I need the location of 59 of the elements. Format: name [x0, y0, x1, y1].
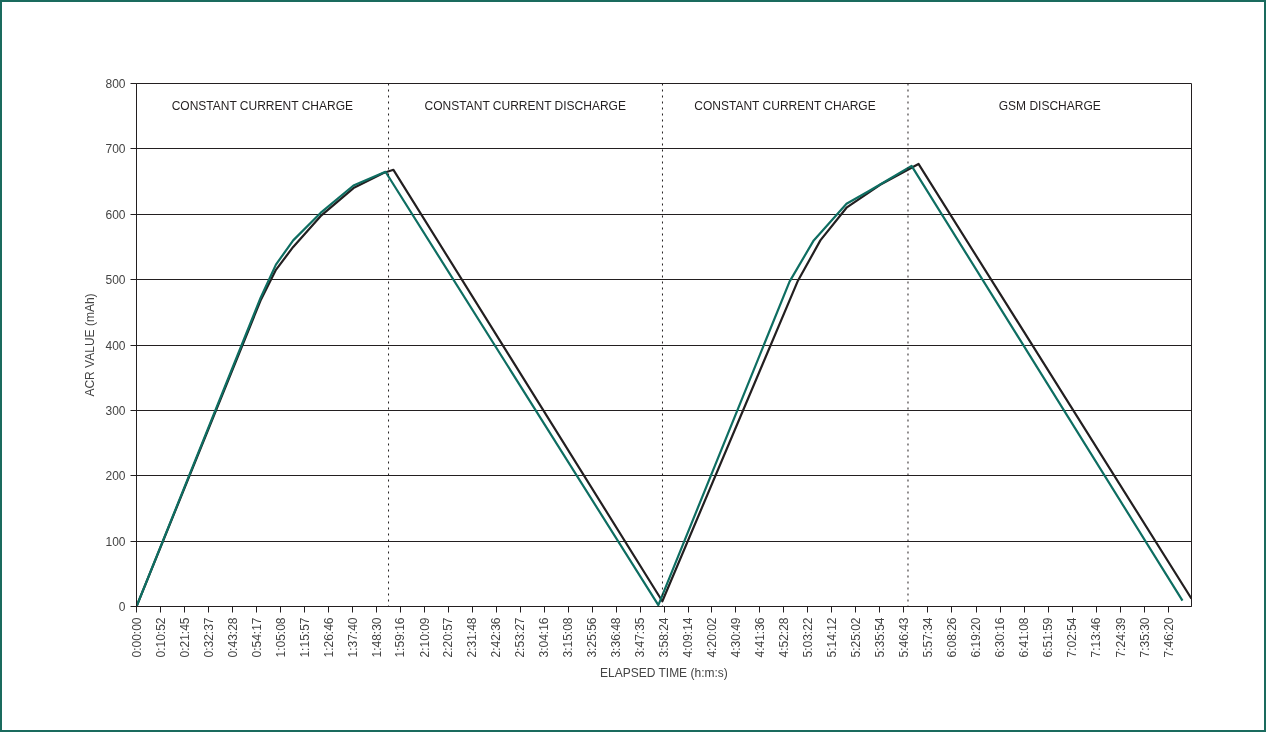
x-tick-label: 0:43:28: [225, 617, 240, 658]
x-tick-label: 0:21:45: [177, 617, 192, 658]
x-tick-label: 4:52:28: [776, 617, 791, 658]
x-tick-label: 0:54:17: [249, 617, 264, 658]
y-tick-label: 500: [105, 273, 126, 288]
x-tick-label: 1:48:30: [369, 617, 384, 658]
x-tick-label: 0:00:00: [129, 617, 144, 658]
x-tick-label: 6:19:20: [969, 617, 984, 658]
x-tick-label: 3:04:16: [537, 617, 552, 658]
x-tick-label: 3:47:35: [633, 617, 648, 658]
x-tick-label: 7:13:46: [1089, 617, 1104, 658]
x-tick-label: 5:57:34: [920, 617, 935, 658]
x-tick-label: 1:59:16: [393, 617, 408, 658]
x-tick-label: 7:46:20: [1161, 617, 1176, 658]
x-tick-label: 5:46:43: [896, 617, 911, 658]
x-tick-label: 0:32:37: [201, 617, 216, 658]
x-tick-label: 6:51:59: [1041, 617, 1056, 658]
annotation: CONSTANT CURRENT CHARGE: [171, 98, 353, 113]
annotation: CONSTANT CURRENT DISCHARGE: [424, 98, 626, 113]
x-tick-label: 5:03:22: [800, 617, 815, 658]
x-tick-label: 4:20:02: [704, 617, 719, 658]
x-tick-label: 3:36:48: [609, 617, 624, 658]
annotation: GSM DISCHARGE: [998, 98, 1101, 113]
x-tick-label: 3:15:08: [561, 617, 576, 658]
x-tick-label: 0:10:52: [153, 617, 168, 658]
x-tick-label: 1:26:46: [321, 617, 336, 658]
y-axis-title: ACR VALUE (mAh): [83, 293, 98, 397]
x-tick-label: 4:09:14: [681, 617, 696, 658]
x-tick-label: 5:25:02: [848, 617, 863, 658]
y-tick-label: 700: [105, 142, 126, 157]
x-tick-label: 4:41:36: [752, 617, 767, 658]
x-tick-label: 4:30:49: [728, 617, 743, 658]
y-tick-label: 300: [105, 403, 126, 418]
x-tick-label: 3:25:56: [585, 617, 600, 658]
x-tick-label: 7:02:54: [1065, 617, 1080, 658]
annotation: CONSTANT CURRENT CHARGE: [694, 98, 876, 113]
y-tick-label: 400: [105, 338, 126, 353]
x-tick-label: 7:35:30: [1137, 617, 1152, 658]
x-tick-label: 6:08:26: [944, 617, 959, 658]
y-tick-label: 200: [105, 469, 126, 484]
x-tick-label: 7:24:39: [1113, 617, 1128, 658]
x-tick-label: 5:35:54: [872, 617, 887, 658]
y-tick-label: 100: [105, 534, 126, 549]
x-tick-label: 1:15:57: [297, 617, 312, 658]
x-tick-label: 2:20:57: [441, 617, 456, 658]
x-axis-title: ELAPSED TIME (h:m:s): [599, 665, 728, 680]
x-tick-label: 1:05:08: [273, 617, 288, 658]
x-tick-label: 6:30:16: [993, 617, 1008, 658]
x-tick-label: 2:53:27: [513, 617, 528, 658]
x-tick-label: 2:10:09: [417, 617, 432, 658]
x-tick-label: 1:37:40: [345, 617, 360, 658]
y-tick-label: 600: [105, 207, 126, 222]
x-tick-label: 2:31:48: [465, 617, 480, 658]
x-tick-label: 5:14:12: [824, 617, 839, 658]
y-tick-label: 800: [105, 77, 126, 91]
x-tick-label: 6:41:08: [1017, 617, 1032, 658]
x-tick-label: 2:42:36: [489, 617, 504, 658]
y-tick-label: 0: [118, 600, 126, 614]
x-tick-label: 3:58:24: [657, 617, 672, 658]
